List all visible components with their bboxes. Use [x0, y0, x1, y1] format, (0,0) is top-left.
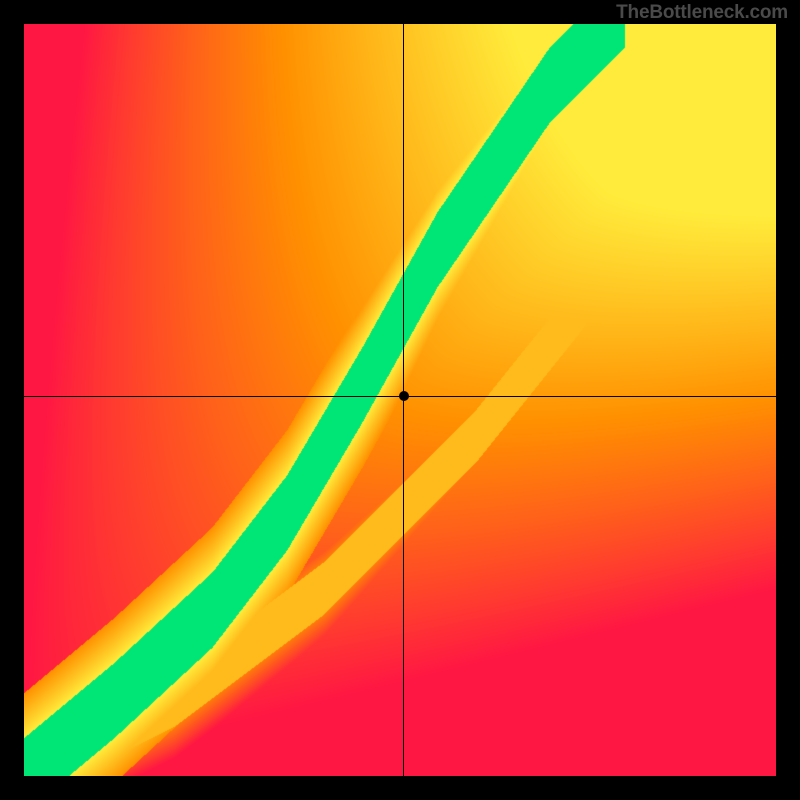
chart-container: TheBottleneck.com — [0, 0, 800, 800]
marker-dot — [399, 391, 409, 401]
frame-left — [0, 0, 24, 800]
frame-right — [776, 0, 800, 800]
watermark-text: TheBottleneck.com — [616, 2, 788, 24]
frame-bottom — [0, 776, 800, 800]
plot-area — [24, 24, 776, 776]
